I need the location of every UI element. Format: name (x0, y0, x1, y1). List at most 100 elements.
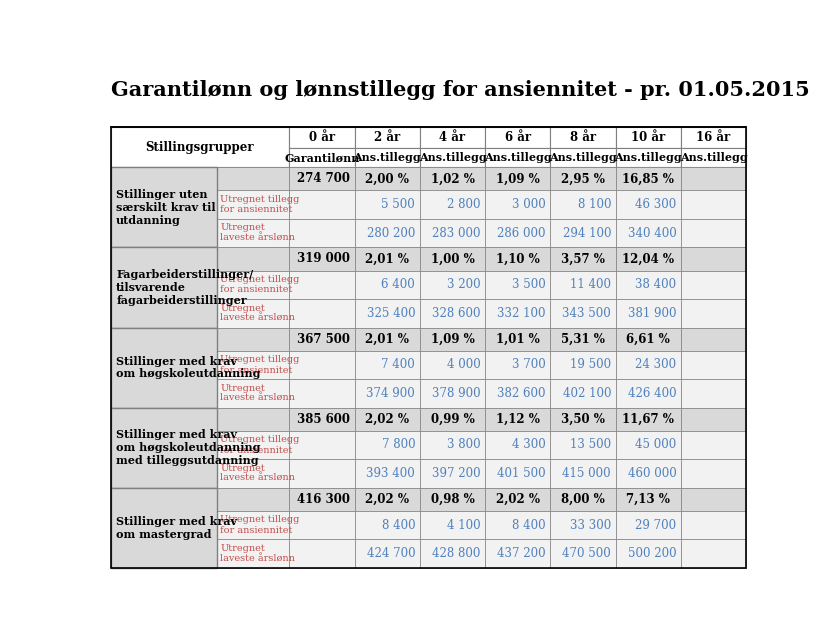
Bar (681, 328, 747, 350)
Bar (485, 511, 550, 539)
Bar (110, 299, 217, 328)
Text: 10 år: 10 år (631, 131, 665, 144)
Bar (354, 431, 420, 459)
Bar (550, 128, 615, 148)
Text: 343 500: 343 500 (563, 307, 611, 320)
Bar (420, 459, 485, 488)
Text: 7 400: 7 400 (381, 358, 415, 372)
Bar (354, 148, 420, 167)
Text: Utregnet tillegg
for ansiennitet: Utregnet tillegg for ansiennitet (221, 435, 299, 455)
Text: 7 800: 7 800 (381, 439, 415, 451)
Bar (289, 128, 354, 148)
Text: 11 400: 11 400 (570, 278, 611, 291)
Text: Ans.tillegg: Ans.tillegg (354, 152, 421, 163)
Bar (615, 511, 681, 539)
Bar (615, 328, 681, 350)
Bar (615, 167, 681, 191)
Bar (420, 148, 485, 167)
Bar (110, 379, 217, 408)
Bar (217, 459, 289, 488)
Bar (485, 299, 550, 328)
Bar (485, 379, 550, 408)
Bar (485, 459, 550, 488)
Bar (681, 431, 747, 459)
Text: 2 år: 2 år (374, 131, 400, 144)
Bar (550, 459, 615, 488)
Bar (550, 379, 615, 408)
Text: 4 år: 4 år (440, 131, 466, 144)
Bar (110, 539, 217, 568)
Bar (217, 270, 289, 299)
Bar (615, 148, 681, 167)
Text: 11,67 %: 11,67 % (622, 413, 675, 426)
Bar (354, 128, 420, 148)
Bar (420, 350, 485, 379)
Text: Fagarbeiderstillinger/
tilsvarende
fagarbeiderstillinger: Fagarbeiderstillinger/ tilsvarende fagar… (116, 269, 253, 306)
Bar (615, 350, 681, 379)
Text: 3 000: 3 000 (512, 198, 546, 211)
Bar (420, 488, 485, 511)
Bar (420, 299, 485, 328)
Bar (550, 167, 615, 191)
Text: 470 500: 470 500 (563, 547, 611, 560)
Bar (110, 350, 217, 379)
Text: Stillinger uten
særskilt krav til
utdanning: Stillinger uten særskilt krav til utdann… (116, 189, 216, 225)
Bar (354, 459, 420, 488)
Bar (217, 431, 289, 459)
Text: Ans.tillegg: Ans.tillegg (549, 152, 617, 163)
Bar (289, 350, 354, 379)
Bar (485, 191, 550, 219)
Bar (354, 219, 420, 247)
Text: 3 800: 3 800 (447, 439, 481, 451)
Bar (354, 539, 420, 568)
Text: Utregnet
laveste årslønn: Utregnet laveste årslønn (221, 464, 295, 483)
Bar (550, 511, 615, 539)
Bar (681, 219, 747, 247)
Bar (420, 128, 485, 148)
Bar (615, 270, 681, 299)
Bar (110, 459, 217, 488)
Text: 3,57 %: 3,57 % (561, 252, 605, 265)
Text: 2,01 %: 2,01 % (365, 332, 409, 346)
Bar (485, 328, 550, 350)
Bar (289, 459, 354, 488)
Bar (420, 167, 485, 191)
Bar (110, 488, 217, 511)
Bar (217, 488, 289, 511)
Bar (289, 219, 354, 247)
Text: 2,02 %: 2,02 % (365, 493, 410, 506)
Bar (354, 247, 420, 270)
Bar (485, 167, 550, 191)
Bar (110, 128, 747, 568)
Bar (485, 350, 550, 379)
Text: 5 500: 5 500 (381, 198, 415, 211)
Bar (420, 219, 485, 247)
Text: Stillinger med krav
om mastergrad: Stillinger med krav om mastergrad (116, 516, 237, 540)
Text: 1,09 %: 1,09 % (431, 332, 474, 346)
Bar (420, 191, 485, 219)
Text: 381 900: 381 900 (628, 307, 676, 320)
Text: 1,12 %: 1,12 % (496, 413, 540, 426)
Bar (217, 539, 289, 568)
Bar (110, 247, 217, 270)
Text: Utregnet tillegg
for ansiennitet: Utregnet tillegg for ansiennitet (221, 355, 299, 375)
Text: 294 100: 294 100 (563, 227, 611, 240)
Bar (681, 167, 747, 191)
Bar (550, 191, 615, 219)
Text: 415 000: 415 000 (563, 467, 611, 480)
Text: 2,01 %: 2,01 % (365, 252, 409, 265)
Text: Ans.tillegg: Ans.tillegg (680, 152, 747, 163)
Text: 0,99 %: 0,99 % (431, 413, 474, 426)
Text: 393 400: 393 400 (366, 467, 415, 480)
Bar (217, 379, 289, 408)
Bar (289, 191, 354, 219)
Bar (615, 191, 681, 219)
Text: 13 500: 13 500 (570, 439, 611, 451)
Text: Utregnet
laveste årslønn: Utregnet laveste årslønn (221, 303, 295, 323)
Text: 2,02 %: 2,02 % (365, 413, 410, 426)
Bar (550, 408, 615, 431)
Text: 8 100: 8 100 (578, 198, 611, 211)
Text: 283 000: 283 000 (432, 227, 481, 240)
Bar (110, 219, 217, 247)
Bar (681, 191, 747, 219)
